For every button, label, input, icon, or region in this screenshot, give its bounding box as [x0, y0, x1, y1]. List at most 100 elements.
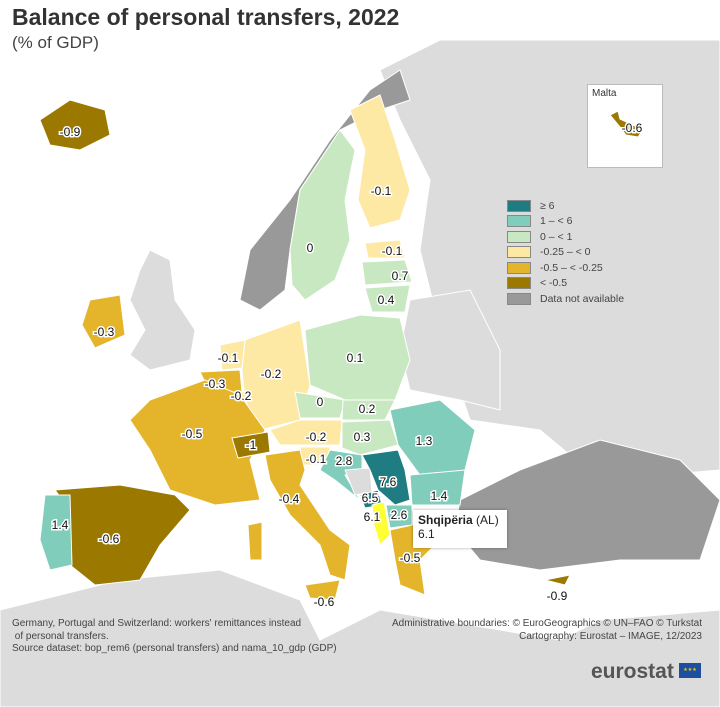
- tooltip-name: Shqipëria: [418, 513, 473, 527]
- country-CY[interactable]: [544, 574, 571, 586]
- chart-subtitle: (% of GDP): [12, 33, 99, 52]
- legend-swatch: [507, 230, 531, 243]
- country-ES[interactable]: [54, 484, 191, 586]
- label-IT: -0.4: [279, 492, 300, 506]
- country-NL[interactable]: [219, 339, 246, 371]
- legend-swatch: [507, 292, 531, 305]
- label-SI: -0.1: [306, 452, 327, 466]
- label-ME: 6.5: [362, 491, 379, 505]
- malta-shape: -0.6: [609, 110, 644, 138]
- country-CZ[interactable]: [294, 391, 346, 419]
- label-LT: 0.4: [378, 293, 395, 307]
- country-IT[interactable]: [264, 449, 351, 581]
- legend-label: -0.5 – < -0.25: [540, 261, 603, 274]
- label-FR: -0.5: [182, 427, 203, 441]
- label-HU: 0.3: [354, 430, 371, 444]
- legend-swatch: [507, 261, 531, 274]
- country-AT[interactable]: [269, 419, 343, 446]
- value-labels: -0.9 0 -0.1 -0.1 0.7 0.4 -0.3 0.1 -0.1 -…: [50, 124, 569, 611]
- country-LT[interactable]: [364, 284, 411, 313]
- malta-inset: Malta -0.6: [587, 84, 663, 168]
- footnote-line: Germany, Portugal and Switzerland: worke…: [12, 618, 302, 629]
- label-SE: 0: [307, 241, 314, 255]
- inset-value: -0.6: [622, 121, 643, 135]
- country-IS[interactable]: [39, 99, 111, 151]
- legend-label: 1 – < 6: [540, 215, 573, 228]
- legend-item: 0 – < 1: [507, 229, 624, 245]
- label-RS: 7.6: [380, 475, 397, 489]
- source-line: Source dataset: bop_rem6 (personal trans…: [12, 643, 337, 654]
- country-DE[interactable]: [241, 319, 311, 431]
- label-HR: 2.8: [336, 454, 353, 468]
- label-PT: 1.4: [52, 518, 69, 532]
- tooltip: Shqipëria (AL) 6.1: [413, 510, 507, 548]
- country-RS[interactable]: [361, 449, 411, 506]
- country-AL[interactable]: [371, 501, 391, 546]
- eu-flag-icon: ★★★: [679, 663, 701, 678]
- label-CH: -1: [246, 438, 257, 452]
- label-AT: -0.2: [306, 430, 327, 444]
- country-PL[interactable]: [304, 314, 411, 401]
- legend-swatch: [507, 277, 531, 290]
- label-NL: -0.1: [218, 351, 239, 365]
- legend-label: -0.25 – < 0: [540, 246, 591, 259]
- label-LV: 0.7: [392, 269, 409, 283]
- legend-item: -0.25 – < 0: [507, 245, 624, 261]
- label-MK: 2.6: [391, 508, 408, 522]
- legend-item: 1 – < 6: [507, 214, 624, 230]
- footnote-left: Germany, Portugal and Switzerland: worke…: [12, 618, 337, 656]
- country-NO[interactable]: [239, 69, 411, 311]
- label-BG: 1.4: [431, 489, 448, 503]
- inset-title: Malta: [592, 88, 617, 99]
- label-MT: -0.6: [314, 595, 335, 609]
- label-EE: -0.1: [382, 244, 403, 258]
- country-FI[interactable]: [349, 94, 411, 229]
- uk: [129, 249, 196, 371]
- chart-title: Balance of personal transfers, 2022: [12, 4, 400, 30]
- country-PT[interactable]: [39, 494, 73, 571]
- country-EE[interactable]: [364, 239, 406, 259]
- legend-label: 0 – < 1: [540, 230, 573, 243]
- tooltip-code: (AL): [476, 513, 499, 527]
- label-PL: 0.1: [347, 351, 364, 365]
- country-LV[interactable]: [361, 259, 413, 286]
- label-LU: -0.2: [231, 389, 252, 403]
- label-DE: -0.2: [261, 367, 282, 381]
- label-CZ: 0: [317, 395, 324, 409]
- legend-label: ≥ 6: [540, 199, 555, 212]
- legend-swatch: [507, 246, 531, 259]
- legend-item: ≥ 6: [507, 198, 624, 214]
- legend-item: -0.5 – < -0.25: [507, 260, 624, 276]
- legend-item: Data not available: [507, 291, 624, 307]
- label-ES: -0.6: [99, 532, 120, 546]
- label-FI: -0.1: [371, 184, 392, 198]
- country-IT-sicily: [304, 579, 341, 601]
- legend-item: < -0.5: [507, 276, 624, 292]
- country-SE[interactable]: [289, 129, 356, 301]
- legend: ≥ 6 1 – < 6 0 – < 1 -0.25 – < 0 -0.5 – <…: [507, 198, 624, 307]
- country-IE[interactable]: [81, 294, 126, 349]
- label-EL: -0.5: [400, 551, 421, 565]
- footnote-line: of personal transfers.: [12, 630, 109, 642]
- country-BG[interactable]: [409, 469, 466, 506]
- legend-label: < -0.5: [540, 277, 568, 290]
- footnote-right: Administrative boundaries: © EuroGeograp…: [392, 618, 702, 643]
- country-CH[interactable]: [231, 431, 271, 459]
- legend-swatch: [507, 215, 531, 228]
- eurostat-logo: eurostat: [591, 660, 674, 683]
- label-BE: -0.3: [205, 377, 226, 391]
- label-CY: -0.9: [547, 589, 568, 603]
- legend-swatch: [507, 199, 531, 212]
- cartography-credit: Cartography: Eurostat – IMAGE, 12/2023: [519, 630, 702, 642]
- country-HU[interactable]: [341, 419, 399, 456]
- label-IS: -0.9: [60, 125, 81, 139]
- label-SK: 0.2: [359, 402, 376, 416]
- label-RO: 1.3: [416, 434, 433, 448]
- boundaries-credit: Administrative boundaries: © EuroGeograp…: [391, 618, 702, 629]
- tooltip-value: 6.1: [418, 527, 435, 541]
- label-AL: 6.1: [364, 510, 381, 524]
- label-IE: -0.3: [94, 325, 115, 339]
- legend-label: Data not available: [540, 292, 625, 305]
- country-TR[interactable]: [454, 439, 720, 571]
- country-FR[interactable]: [129, 379, 266, 506]
